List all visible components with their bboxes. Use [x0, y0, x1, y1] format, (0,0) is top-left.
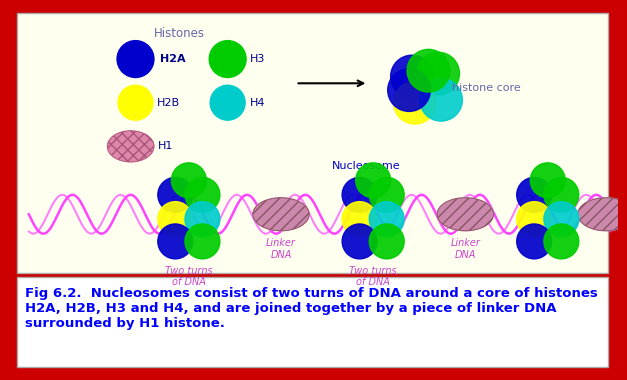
Ellipse shape: [342, 224, 377, 259]
Ellipse shape: [387, 69, 430, 111]
Ellipse shape: [356, 163, 391, 198]
Text: Nucleosome: Nucleosome: [332, 161, 401, 171]
Text: Linker
DNA: Linker DNA: [450, 239, 480, 260]
Ellipse shape: [391, 55, 433, 98]
Ellipse shape: [369, 224, 404, 259]
Text: Two turns
of DNA: Two turns of DNA: [349, 266, 397, 287]
Ellipse shape: [544, 202, 579, 237]
Ellipse shape: [530, 163, 565, 198]
FancyBboxPatch shape: [17, 277, 608, 367]
Text: H2B: H2B: [157, 98, 180, 108]
Ellipse shape: [158, 177, 192, 212]
Ellipse shape: [117, 41, 154, 78]
Ellipse shape: [118, 85, 153, 120]
Ellipse shape: [342, 202, 377, 237]
Ellipse shape: [185, 202, 220, 237]
Text: H2A: H2A: [160, 54, 186, 64]
Text: H1: H1: [158, 141, 173, 151]
Text: Two turns
of DNA: Two turns of DNA: [165, 266, 213, 287]
Ellipse shape: [158, 224, 192, 259]
Text: Histones: Histones: [154, 27, 204, 40]
Ellipse shape: [158, 202, 192, 237]
Ellipse shape: [544, 224, 579, 259]
Ellipse shape: [185, 224, 220, 259]
Text: H4: H4: [250, 98, 265, 108]
Text: Fig 6.2.  Nucleosomes consist of two turns of DNA around a core of histones
H2A,: Fig 6.2. Nucleosomes consist of two turn…: [25, 287, 598, 330]
Ellipse shape: [407, 49, 450, 92]
Ellipse shape: [517, 224, 552, 259]
Ellipse shape: [107, 131, 154, 162]
Ellipse shape: [369, 177, 404, 212]
Ellipse shape: [419, 78, 462, 121]
Ellipse shape: [417, 52, 460, 95]
Text: Linker
DNA: Linker DNA: [266, 239, 296, 260]
Ellipse shape: [210, 85, 245, 120]
Ellipse shape: [437, 198, 493, 231]
Ellipse shape: [517, 177, 552, 212]
Ellipse shape: [185, 177, 220, 212]
Ellipse shape: [517, 202, 552, 237]
Ellipse shape: [253, 198, 309, 231]
Ellipse shape: [544, 177, 579, 212]
Ellipse shape: [209, 41, 246, 78]
Ellipse shape: [394, 81, 436, 124]
Ellipse shape: [171, 163, 206, 198]
Text: histone core: histone core: [451, 83, 520, 93]
Ellipse shape: [369, 202, 404, 237]
FancyBboxPatch shape: [17, 13, 608, 274]
Text: H3: H3: [250, 54, 265, 64]
Ellipse shape: [342, 177, 377, 212]
Ellipse shape: [578, 198, 627, 231]
